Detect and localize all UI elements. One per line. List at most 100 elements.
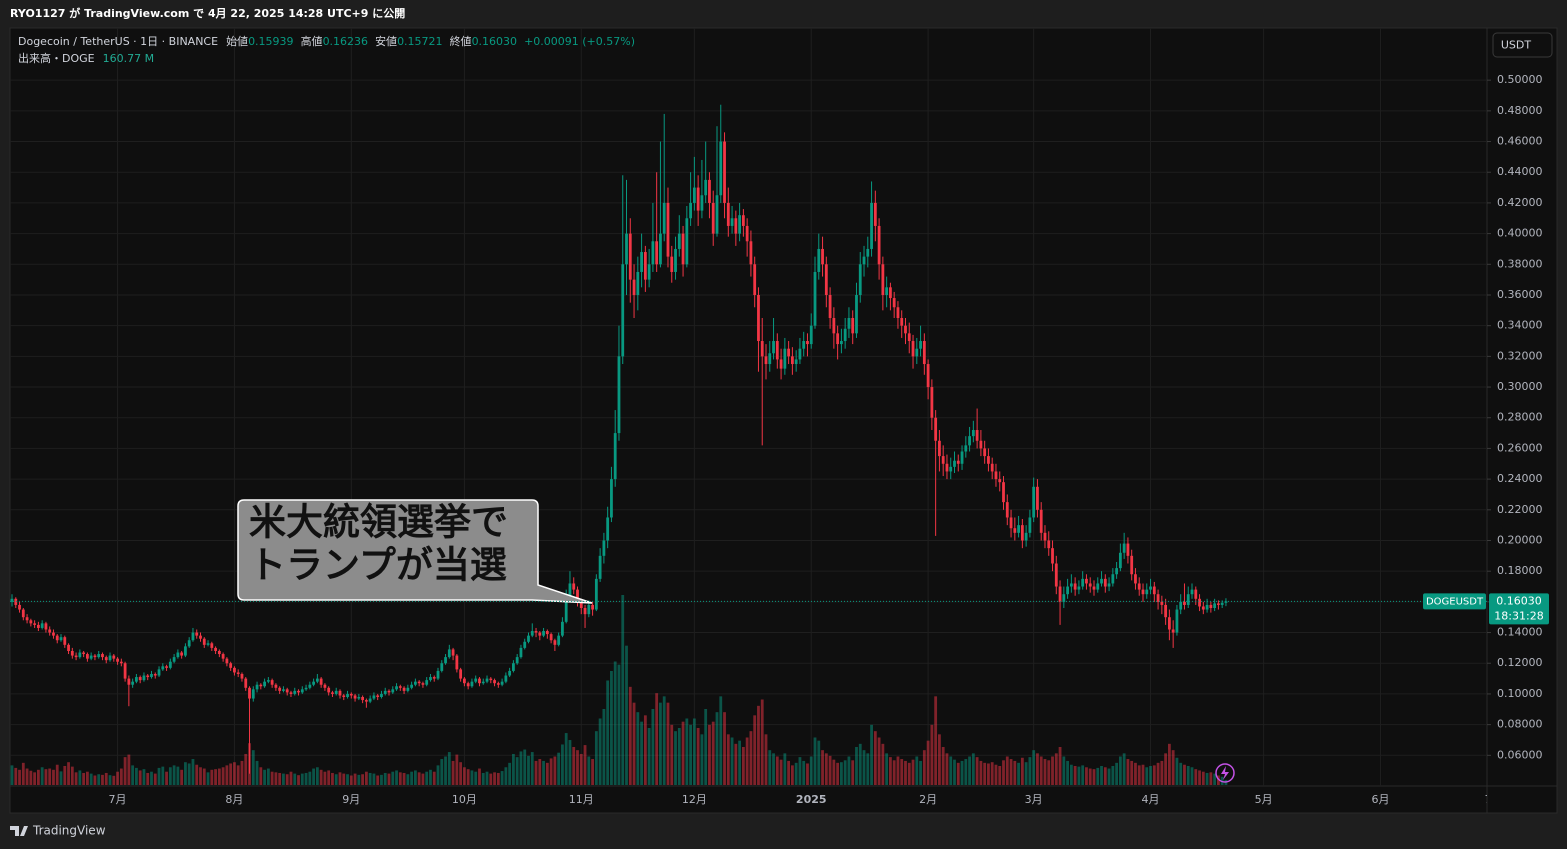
- volume-bar: [1013, 760, 1017, 785]
- volume-bar: [979, 760, 983, 785]
- candle-body: [798, 348, 802, 360]
- volume-bar: [696, 728, 700, 785]
- volume-bar: [119, 768, 123, 785]
- candle-body: [195, 632, 199, 636]
- candle-body: [138, 677, 142, 681]
- volume-bar: [206, 772, 210, 785]
- volume-bar: [651, 709, 655, 785]
- volume-bar: [1141, 764, 1145, 785]
- volume-bar: [523, 749, 527, 785]
- y-tick-label: 0.08000: [1497, 718, 1543, 731]
- volume-bar: [376, 775, 380, 785]
- candle-body: [266, 680, 270, 682]
- y-tick-label: 0.50000: [1497, 73, 1543, 86]
- volume-title: 出来高・DOGE: [18, 51, 95, 65]
- volume-bar: [274, 772, 278, 785]
- candle-body: [809, 325, 813, 345]
- candle-body: [591, 604, 594, 610]
- volume-bar: [63, 766, 67, 785]
- candle-body: [855, 294, 858, 334]
- volume-bar: [749, 731, 753, 785]
- volume-bar: [741, 747, 745, 785]
- volume-bar: [994, 764, 998, 785]
- candle-body: [919, 341, 922, 349]
- candle-body: [1190, 589, 1194, 595]
- volume-bar: [885, 753, 889, 785]
- candle-body: [674, 248, 677, 272]
- candle-body: [127, 678, 131, 685]
- volume-bar: [674, 731, 677, 785]
- candle-body: [478, 678, 481, 684]
- candle-body: [89, 655, 93, 659]
- candle-body: [240, 673, 244, 679]
- candle-body: [677, 233, 681, 249]
- y-tick-label: 0.38000: [1497, 257, 1543, 270]
- x-tick-label: 3月: [1025, 793, 1043, 806]
- candle-body: [172, 657, 176, 662]
- candle-body: [926, 364, 930, 388]
- volume-bar: [357, 774, 361, 785]
- candle-body: [862, 256, 866, 265]
- candle-body: [1118, 552, 1122, 569]
- volume-bar: [549, 758, 553, 785]
- x-tick-label: 6月: [1372, 793, 1390, 806]
- x-tick-label: 4月: [1142, 793, 1160, 806]
- candle-body: [323, 684, 327, 688]
- volume-bar: [956, 762, 960, 785]
- volume-bar: [18, 769, 21, 785]
- volume-bar: [1171, 750, 1175, 785]
- candle-body: [123, 663, 127, 679]
- volume-bar: [870, 724, 873, 785]
- volume-bar: [708, 724, 711, 785]
- volume-bar: [1190, 767, 1194, 785]
- volume-bar: [594, 731, 598, 785]
- y-tick-label: 0.06000: [1497, 748, 1543, 761]
- candle-body: [1032, 486, 1036, 518]
- volume-bar: [1201, 771, 1205, 785]
- alert-icon[interactable]: [1215, 763, 1235, 783]
- volume-bar: [240, 760, 244, 785]
- candle-body: [470, 681, 474, 687]
- candle-body: [564, 597, 568, 622]
- y-tick-label: 0.36000: [1497, 288, 1543, 301]
- candle-body: [425, 680, 429, 685]
- candle-body: [168, 661, 172, 668]
- candle-body: [1171, 629, 1175, 633]
- candle-body: [398, 686, 402, 688]
- candle-body: [391, 689, 395, 693]
- candle-body: [998, 479, 1002, 483]
- volume-bar: [1183, 764, 1186, 785]
- candle-body: [500, 681, 504, 685]
- currency-button[interactable]: [1492, 32, 1553, 58]
- candle-body: [248, 687, 251, 699]
- volume-bar: [315, 767, 319, 785]
- candle-body: [534, 631, 538, 633]
- candle-body: [956, 460, 960, 464]
- volume-bar: [1111, 766, 1115, 785]
- x-tick-label: 11月: [569, 793, 594, 806]
- volume-bar: [915, 756, 919, 785]
- candle-body: [21, 609, 25, 618]
- candle-body: [289, 692, 293, 694]
- candle-body: [764, 356, 768, 365]
- candle-body: [1115, 568, 1119, 575]
- candle-body: [380, 693, 383, 698]
- volume-bar: [617, 664, 621, 785]
- volume-bar: [1103, 767, 1107, 785]
- volume-bar: [1024, 762, 1028, 785]
- volume-bar: [1066, 760, 1069, 785]
- volume-bar: [1118, 756, 1122, 785]
- volume-bar: [553, 756, 557, 785]
- volume-bar: [1088, 768, 1092, 785]
- volume-bar: [1054, 753, 1058, 785]
- volume-bar: [892, 760, 896, 785]
- volume-bar: [907, 762, 911, 785]
- symbol: Dogecoin / TetherUS · 1日 · BINANCE: [18, 35, 218, 48]
- candle-body: [775, 341, 779, 360]
- volume-bar: [459, 762, 463, 785]
- volume-bar: [719, 696, 723, 785]
- candle-body: [327, 687, 331, 693]
- volume-bar: [466, 769, 470, 785]
- currency[interactable]: USDT: [1501, 39, 1532, 52]
- candle-body: [432, 677, 436, 679]
